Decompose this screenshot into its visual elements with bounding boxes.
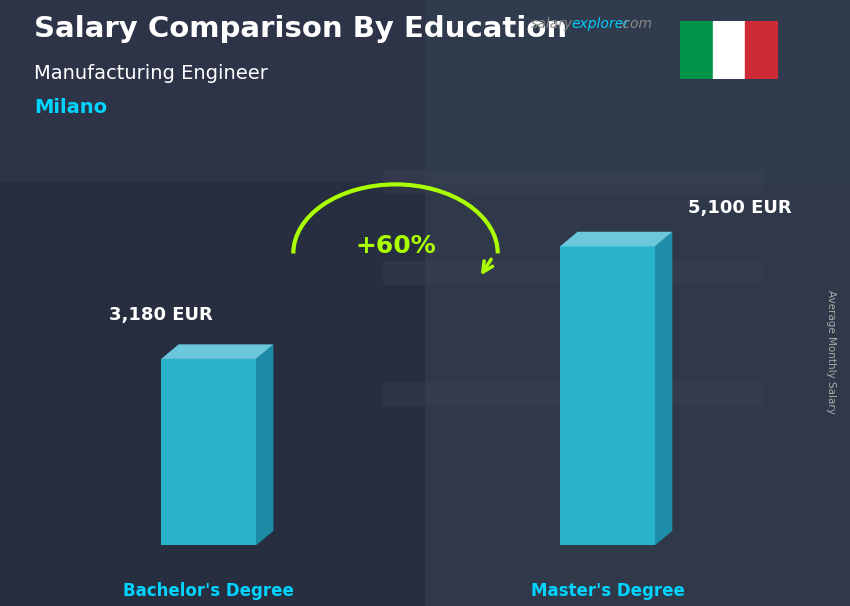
Bar — [712, 21, 745, 79]
Text: Salary Comparison By Education: Salary Comparison By Education — [34, 15, 567, 43]
Text: Milano: Milano — [34, 98, 107, 117]
Text: 5,100 EUR: 5,100 EUR — [688, 199, 792, 217]
Bar — [680, 21, 712, 79]
Text: explorer: explorer — [571, 17, 629, 31]
Bar — [382, 382, 765, 406]
Bar — [425, 0, 850, 606]
Text: .com: .com — [618, 17, 652, 31]
Text: Manufacturing Engineer: Manufacturing Engineer — [34, 64, 268, 82]
Text: +60%: +60% — [355, 234, 436, 258]
Polygon shape — [162, 359, 256, 545]
Text: Master's Degree: Master's Degree — [530, 582, 684, 600]
Bar — [0, 0, 850, 182]
Text: Bachelor's Degree: Bachelor's Degree — [123, 582, 294, 600]
Polygon shape — [560, 246, 654, 545]
Polygon shape — [654, 231, 672, 545]
Text: 3,180 EUR: 3,180 EUR — [110, 307, 213, 324]
Bar — [745, 21, 778, 79]
Bar — [382, 261, 765, 285]
Polygon shape — [560, 231, 672, 246]
Text: salary: salary — [531, 17, 574, 31]
Bar — [0, 0, 425, 606]
Polygon shape — [162, 344, 274, 359]
Text: Average Monthly Salary: Average Monthly Salary — [826, 290, 836, 413]
Bar — [382, 170, 765, 194]
Polygon shape — [256, 344, 274, 545]
